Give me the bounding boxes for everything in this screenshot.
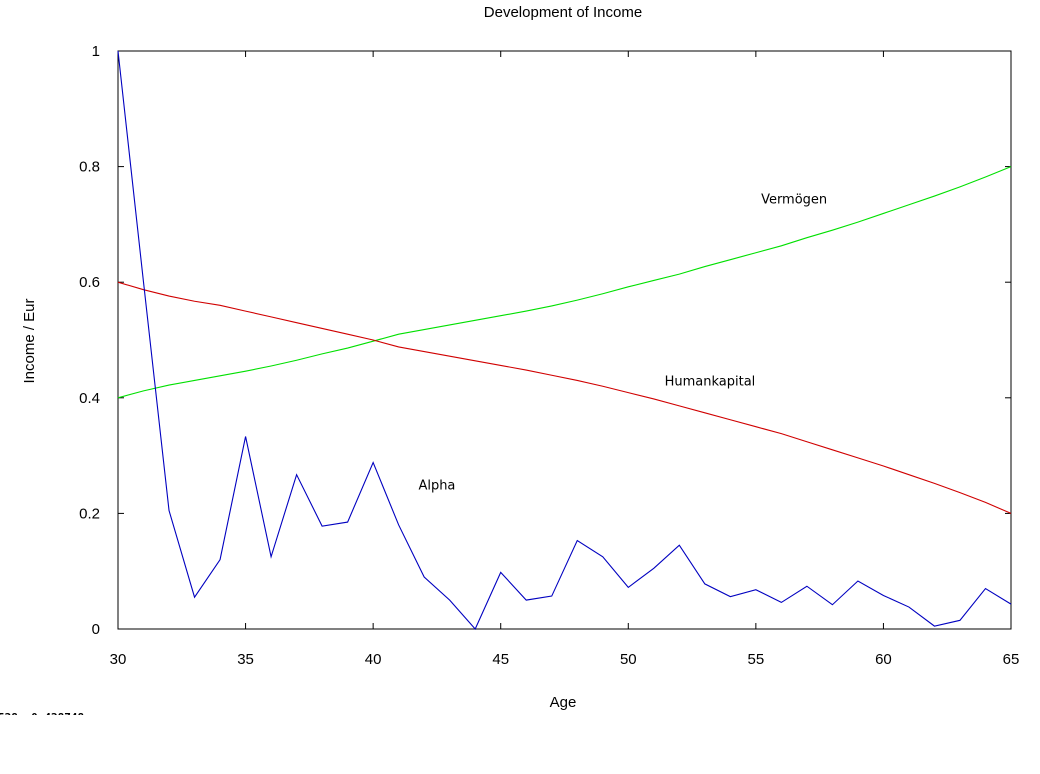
x-tick-label: 40	[365, 651, 382, 668]
status-readout-clip: 528, 0.428748	[0, 711, 84, 724]
x-tick-label: 45	[492, 651, 509, 668]
x-tick-label: 30	[110, 651, 127, 668]
series-line-verm-gen	[117, 166, 1012, 399]
chart-title: Development of Income	[484, 4, 642, 21]
y-axis-ticks: 0 0.2 0.4 0.6 0.8 1	[79, 43, 1011, 638]
y-tick-label: 0.4	[79, 390, 100, 407]
y-tick-label: 1	[92, 43, 100, 60]
series-line-humankapital	[117, 281, 1012, 514]
annotation-layer: Vermögen Humankapital Alpha	[418, 192, 827, 493]
x-tick-label: 60	[875, 651, 892, 668]
x-tick-label: 35	[237, 651, 254, 668]
y-tick-label: 0.8	[79, 159, 100, 176]
annotation-label: Humankapital	[665, 374, 756, 389]
x-axis-ticks: 30 35 40 45 50 55 60 65	[110, 51, 1020, 668]
x-tick-label: 65	[1003, 651, 1020, 668]
x-tick-label: 55	[748, 651, 765, 668]
y-tick-label: 0	[92, 621, 100, 638]
x-axis-label: Age	[550, 694, 577, 711]
y-axis-label: Income / Eur	[21, 298, 38, 383]
status-readout: 528, 0.428748	[0, 711, 84, 724]
y-tick-label: 0.6	[79, 274, 100, 291]
annotation-label: Alpha	[418, 479, 455, 494]
annotation-label: Vermögen	[761, 192, 827, 207]
x-tick-label: 50	[620, 651, 637, 668]
series-layer	[117, 50, 1012, 631]
series-line-alpha	[117, 50, 1012, 631]
plot-frame	[117, 50, 1012, 630]
y-tick-label: 0.2	[79, 505, 100, 522]
